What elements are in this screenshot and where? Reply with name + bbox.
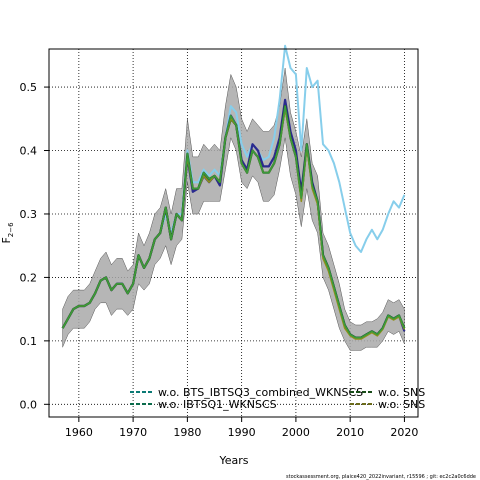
x-axis: 1960 1970 1980 1990 2000 2010 2020 [65,417,418,439]
legend-label: w.o. IBTSQ1_WKNSCS [158,398,277,411]
x-tick-label: 1980 [173,426,201,439]
legend-label: w.o. SNS [378,386,425,399]
series-line [61,105,406,339]
y-tick-label: 0.4 [20,145,38,158]
plot-frame [48,48,419,418]
x-tick-label: 2010 [336,426,364,439]
y-axis: 0.0 0.1 0.2 0.3 0.4 0.5 [20,81,49,411]
x-tick-label: 2000 [282,426,310,439]
footer-text: stockassessment.org, plaice420_2022invar… [286,474,476,480]
x-tick-label: 1970 [119,426,147,439]
y-axis-title-main: F [0,237,13,243]
y-tick-label: 0.1 [20,335,38,348]
y-axis-title-sub: 2−6 [7,222,15,237]
y-tick-label: 0.0 [20,398,38,411]
x-tick-label: 2020 [390,426,418,439]
x-tick-label: 1990 [228,426,256,439]
legend-label: w.o. SNS [378,398,425,411]
x-tick-label: 1960 [65,426,93,439]
y-tick-label: 0.5 [20,81,38,94]
confidence-band [62,67,405,351]
grid [49,49,418,417]
y-axis-title: F2−6 [0,222,15,244]
y-tick-label: 0.3 [20,208,38,221]
series-lines [61,44,406,340]
legend-label: w.o. BTS_IBTSQ3_combined_WKNSCS [158,386,363,399]
y-tick-label: 0.2 [20,271,38,284]
x-axis-title: Years [218,454,248,467]
